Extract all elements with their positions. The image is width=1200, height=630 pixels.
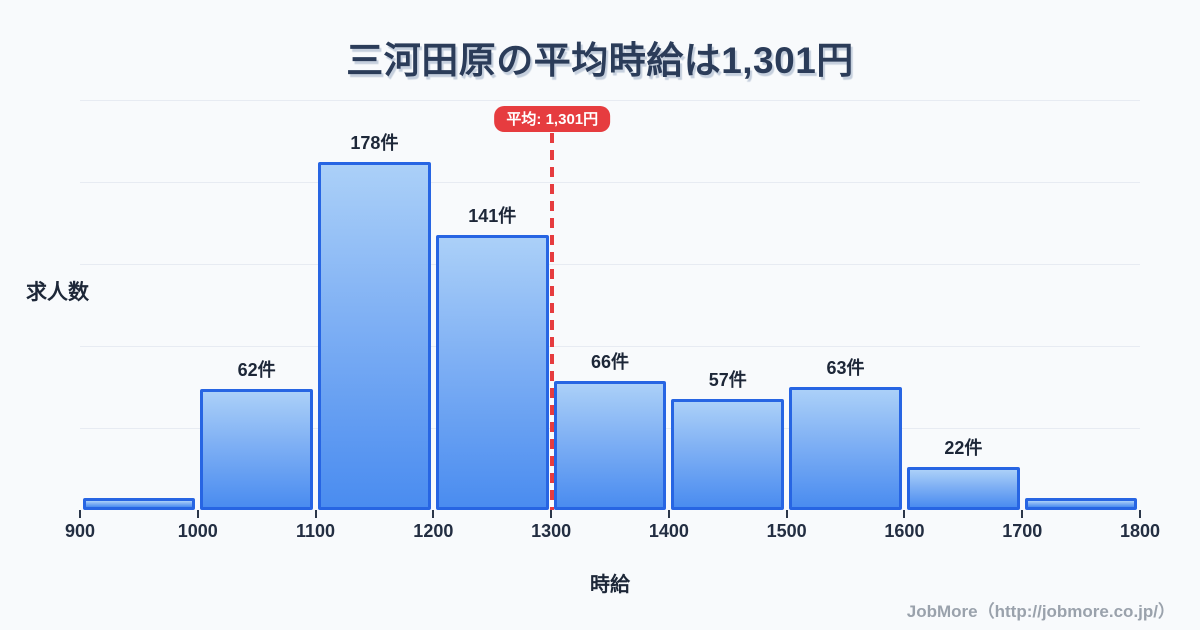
histogram-bar xyxy=(200,388,314,510)
x-axis-tick xyxy=(79,510,81,518)
histogram-plot-area: 62件 178件 141件 66件 57件 63件 22件 900 1000 1100 1200 13… xyxy=(65,100,1160,541)
x-axis-tick-label: 1300 xyxy=(531,521,572,541)
y-axis-label: 求人数 xyxy=(26,281,89,304)
footer-credit: JobMore（http://jobmore.co.jp/） xyxy=(906,602,1175,621)
histogram-bar xyxy=(82,498,196,510)
x-axis-tick-label: 1100 xyxy=(296,521,336,541)
histogram-bar xyxy=(318,162,431,510)
bar-value-label: 141件 xyxy=(468,205,517,226)
gridline xyxy=(80,346,1140,347)
histogram-bar xyxy=(435,234,549,510)
x-axis-label: 時給 xyxy=(590,574,630,596)
histogram-bar xyxy=(906,467,1020,510)
x-axis-tick xyxy=(667,510,670,518)
bar-value-label: 62件 xyxy=(237,359,276,380)
x-axis-tick-label: 900 xyxy=(64,521,96,541)
bar-value-label: 57件 xyxy=(708,369,747,390)
x-axis-tick xyxy=(1021,510,1024,518)
x-axis-tick xyxy=(903,510,906,518)
x-axis-tick xyxy=(1139,510,1141,518)
x-axis-tick-label: 1200 xyxy=(413,521,454,541)
gridline xyxy=(80,100,1140,101)
x-axis-tick-label: 1500 xyxy=(766,521,807,541)
page-title: 三河田原の平均時給は1,301円 xyxy=(346,40,854,81)
x-axis-tick xyxy=(196,510,199,518)
gridline xyxy=(80,264,1140,265)
x-axis-tick xyxy=(785,510,788,518)
mean-value-badge: 平均: 1,301円 xyxy=(494,106,611,132)
bar-value-label: 22件 xyxy=(944,438,983,459)
x-axis-tick-label: 1000 xyxy=(177,521,218,541)
bar-value-label: 63件 xyxy=(826,358,865,378)
mean-value-line xyxy=(550,133,555,510)
x-axis-tick-label: 1800 xyxy=(1119,521,1161,541)
x-axis-tick xyxy=(550,510,553,518)
histogram-bar xyxy=(1024,498,1138,510)
x-axis-tick-label: 1700 xyxy=(1002,521,1043,541)
x-axis-tick xyxy=(432,510,435,518)
bar-value-label: 178件 xyxy=(350,133,399,154)
histogram-bar xyxy=(789,387,902,510)
x-axis-tick xyxy=(314,510,317,518)
x-axis-tick-label: 1600 xyxy=(884,521,925,541)
histogram-bar xyxy=(553,381,667,510)
histogram-bar xyxy=(671,398,785,510)
bar-value-label: 66件 xyxy=(590,352,630,373)
x-axis-tick-label: 1400 xyxy=(648,521,689,541)
gridline xyxy=(80,182,1140,183)
